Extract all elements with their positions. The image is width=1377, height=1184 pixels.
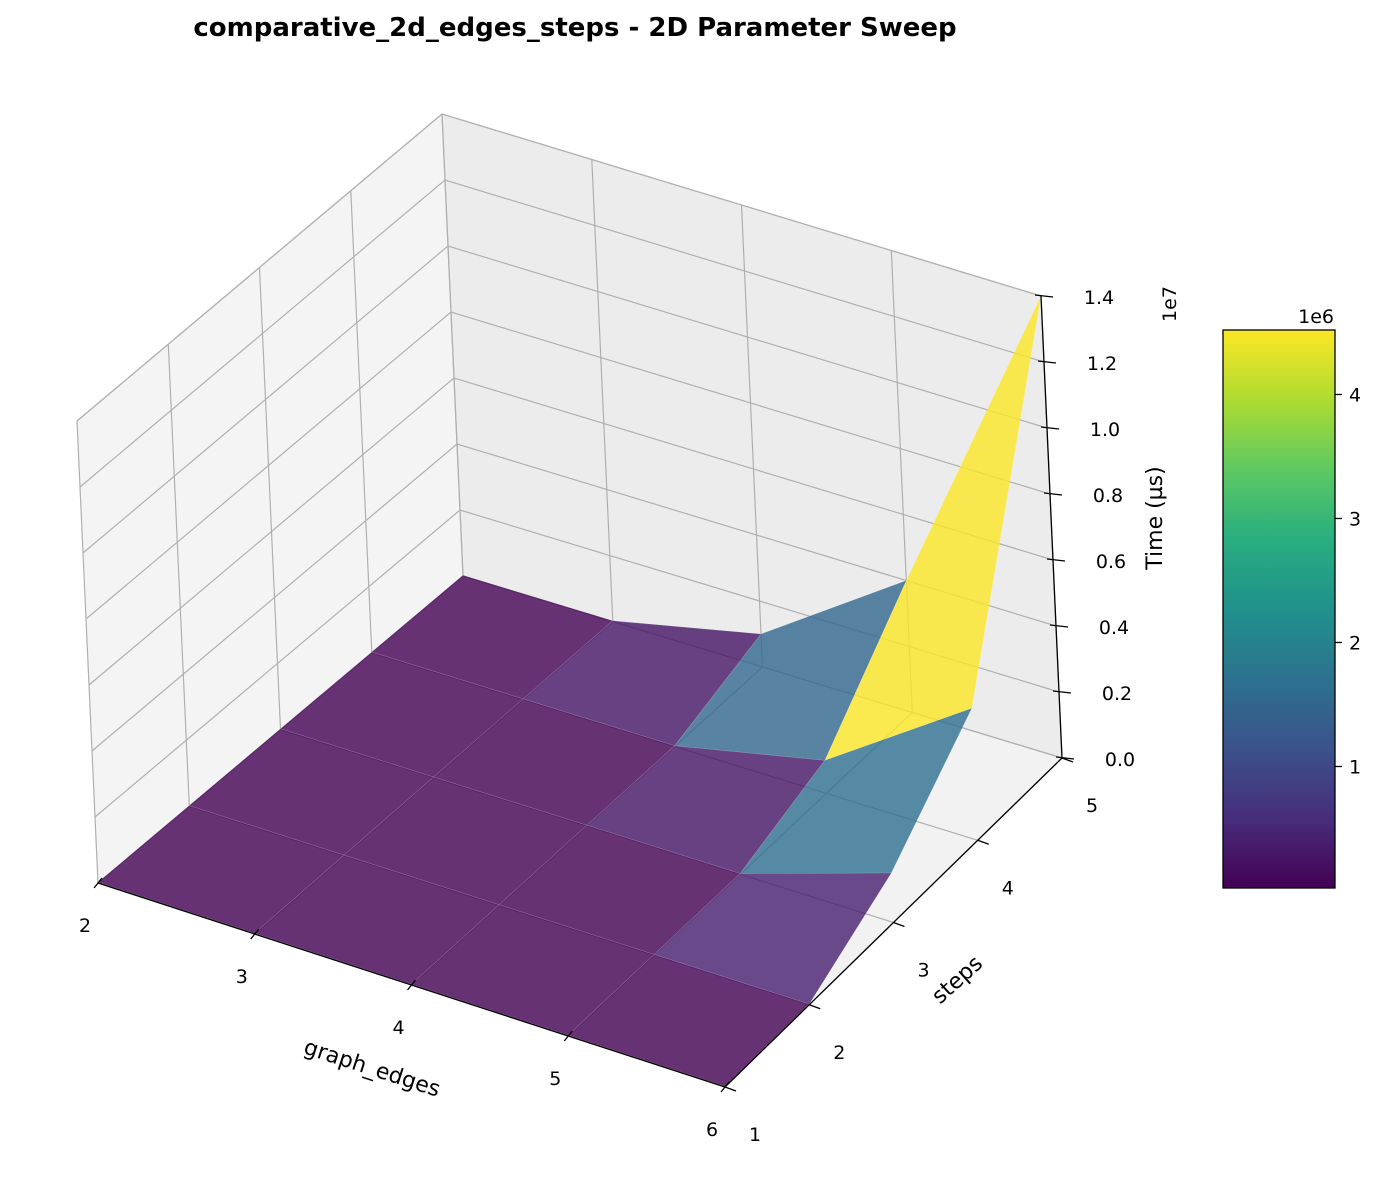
y-tick-label: 2	[833, 1042, 845, 1064]
y-tick	[893, 921, 905, 928]
z-tick-label: 0.8	[1093, 485, 1123, 507]
z-tick-label: 0.4	[1099, 617, 1129, 639]
z-tick	[1043, 492, 1063, 496]
y-tick	[809, 1004, 821, 1010]
y-axis-label: steps	[927, 951, 988, 1009]
y-tick	[724, 1086, 737, 1092]
x-tick-label: 5	[549, 1068, 561, 1090]
colorbar-tick-label: 3	[1349, 508, 1361, 530]
z-tick	[1037, 360, 1057, 364]
x-tick-label: 2	[79, 915, 91, 937]
y-tick	[1061, 757, 1074, 763]
z-axis-offset-label: 1e7	[1159, 286, 1181, 322]
z-tick-label: 1.2	[1087, 353, 1117, 375]
x-tick	[93, 877, 103, 889]
surface-patch	[673, 579, 908, 761]
x-tick	[406, 979, 417, 991]
colorbar-tick-label: 2	[1349, 632, 1361, 654]
colorbar-offset-label: 1e6	[1298, 306, 1334, 328]
z-tick	[1046, 558, 1066, 562]
colorbar: 1e6 1 2 3 4	[1222, 306, 1361, 889]
z-tick-label: 0.6	[1096, 551, 1126, 573]
axes: 2 3 4 5 6 1 2 3 4 5 0.0 0.2 0.4 0.6 0.8 1.0 1.2 1.4	[79, 287, 1135, 1146]
z-tick	[1040, 426, 1060, 430]
colorbar-tick-label: 1	[1349, 756, 1361, 778]
chart-title: comparative_2d_edges_steps - 2D Paramete…	[193, 13, 956, 43]
y-tick	[977, 839, 989, 845]
y-tick-label: 3	[917, 960, 929, 982]
x-tick-label: 3	[236, 966, 248, 988]
z-tick-label: 1.0	[1090, 419, 1120, 441]
z-axis-label: Time (µs)	[1143, 466, 1168, 570]
z-tick	[1052, 690, 1072, 694]
x-tick-label: 6	[706, 1119, 718, 1141]
z-tick	[1049, 624, 1069, 628]
colorbar-tick-label: 4	[1349, 384, 1361, 406]
x-axis-label: graph_edges	[301, 1035, 444, 1103]
z-tick-label: 0.0	[1105, 749, 1135, 771]
z-tick-label: 1.4	[1084, 287, 1114, 309]
y-tick-label: 5	[1086, 795, 1098, 817]
x-tick-label: 4	[392, 1017, 404, 1039]
x-tick	[250, 928, 260, 940]
z-axis-line	[1040, 295, 1063, 759]
z-tick	[1034, 294, 1054, 298]
y-tick-label: 1	[749, 1124, 761, 1146]
surface	[97, 295, 1042, 1087]
colorbar-gradient	[1222, 329, 1336, 889]
y-tick-label: 4	[1002, 877, 1014, 899]
x-tick	[563, 1030, 573, 1042]
z-tick-label: 0.2	[1102, 683, 1132, 705]
z-tick	[1055, 756, 1075, 760]
